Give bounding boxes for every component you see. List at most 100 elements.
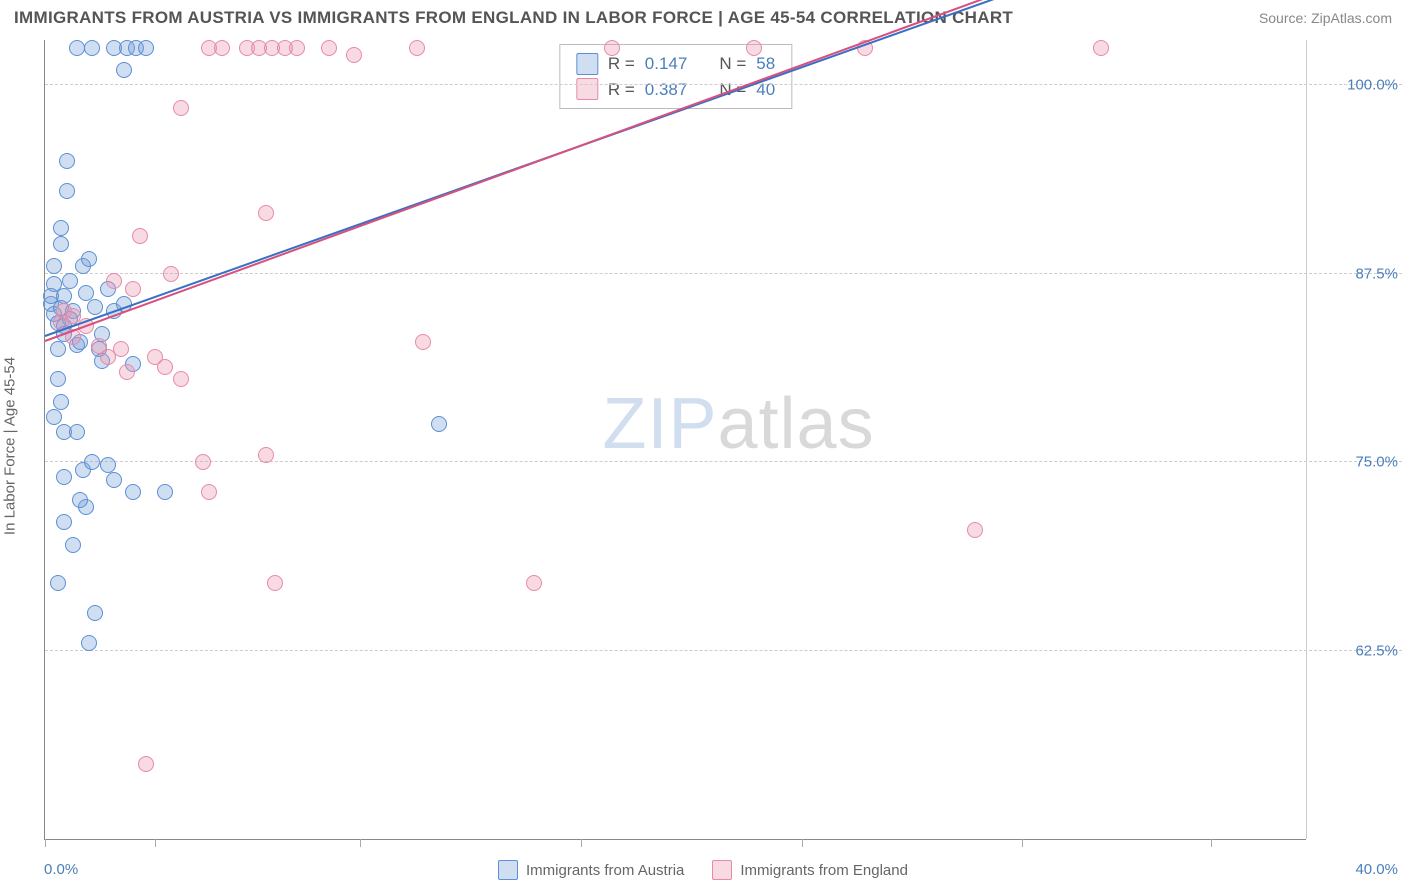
scatter-point [125, 484, 141, 500]
series-swatch [576, 78, 598, 100]
gridline-horizontal [45, 461, 1402, 462]
scatter-point [201, 484, 217, 500]
scatter-point [431, 416, 447, 432]
scatter-point [81, 635, 97, 651]
y-tick-label: 62.5% [1314, 642, 1398, 659]
scatter-point [526, 575, 542, 591]
scatter-point [62, 273, 78, 289]
chart-title: IMMIGRANTS FROM AUSTRIA VS IMMIGRANTS FR… [14, 8, 1013, 28]
scatter-point [69, 424, 85, 440]
scatter-point [56, 288, 72, 304]
scatter-point [50, 575, 66, 591]
scatter-point [87, 605, 103, 621]
scatter-point [100, 457, 116, 473]
watermark-part1: ZIP [602, 384, 717, 464]
scatter-point [258, 447, 274, 463]
scatter-point [106, 273, 122, 289]
scatter-point [289, 40, 305, 56]
scatter-point [50, 371, 66, 387]
x-tick [1211, 839, 1212, 847]
watermark-part2: atlas [718, 384, 875, 464]
scatter-point [46, 258, 62, 274]
scatter-point [125, 281, 141, 297]
gridline-horizontal [45, 650, 1402, 651]
scatter-point [214, 40, 230, 56]
scatter-point [65, 537, 81, 553]
scatter-point [173, 100, 189, 116]
scatter-point [346, 47, 362, 63]
scatter-point [84, 40, 100, 56]
stat-r-value: 0.147 [645, 51, 688, 77]
scatter-point [53, 220, 69, 236]
scatter-point [604, 40, 620, 56]
scatter-point [195, 454, 211, 470]
scatter-point [59, 153, 75, 169]
scatter-point [258, 205, 274, 221]
stats-row: R = 0.387N = 40 [576, 77, 775, 103]
scatter-plot-area: ZIPatlas R = 0.147N = 58R = 0.387N = 40 … [44, 40, 1306, 840]
scatter-point [132, 228, 148, 244]
scatter-point [69, 40, 85, 56]
stat-n-label: N = [719, 51, 746, 77]
scatter-point [91, 338, 107, 354]
x-tick [1022, 839, 1023, 847]
chart-header: IMMIGRANTS FROM AUSTRIA VS IMMIGRANTS FR… [0, 0, 1406, 34]
source-prefix: Source: [1259, 10, 1311, 26]
scatter-point [56, 469, 72, 485]
scatter-point [113, 341, 129, 357]
x-tick [802, 839, 803, 847]
stat-n-value: 58 [756, 51, 775, 77]
scatter-point [65, 308, 81, 324]
x-tick [155, 839, 156, 847]
scatter-point [106, 472, 122, 488]
series-legend: Immigrants from Austria Immigrants from E… [0, 860, 1406, 880]
scatter-point [321, 40, 337, 56]
scatter-point [84, 454, 100, 470]
legend-label: Immigrants from England [740, 862, 908, 879]
stat-r-label: R = [608, 77, 635, 103]
x-tick [45, 839, 46, 847]
scatter-point [157, 359, 173, 375]
y-axis-title: In Labor Force | Age 45-54 [2, 357, 19, 535]
scatter-point [138, 756, 154, 772]
legend-item: Immigrants from Austria [498, 860, 684, 880]
source-attribution: Source: ZipAtlas.com [1259, 10, 1392, 26]
scatter-point [50, 341, 66, 357]
scatter-point [267, 575, 283, 591]
series-swatch [498, 860, 518, 880]
scatter-point [81, 251, 97, 267]
y-tick-label: 75.0% [1314, 454, 1398, 471]
gridline-horizontal [45, 273, 1402, 274]
watermark: ZIPatlas [602, 383, 874, 465]
scatter-point [409, 40, 425, 56]
scatter-point [415, 334, 431, 350]
scatter-point [59, 183, 75, 199]
series-swatch [712, 860, 732, 880]
y-tick-label: 100.0% [1314, 77, 1398, 94]
legend-item: Immigrants from England [712, 860, 908, 880]
scatter-point [138, 40, 154, 56]
stats-row: R = 0.147N = 58 [576, 51, 775, 77]
scatter-point [72, 492, 88, 508]
scatter-point [173, 371, 189, 387]
scatter-point [87, 299, 103, 315]
scatter-point [53, 236, 69, 252]
scatter-point [119, 364, 135, 380]
y-tick-label: 87.5% [1314, 265, 1398, 282]
chart-right-border [1306, 40, 1307, 839]
series-swatch [576, 53, 598, 75]
gridline-horizontal [45, 84, 1402, 85]
scatter-point [163, 266, 179, 282]
scatter-point [46, 409, 62, 425]
x-tick [360, 839, 361, 847]
stat-r-value: 0.387 [645, 77, 688, 103]
x-tick [581, 839, 582, 847]
scatter-point [116, 62, 132, 78]
scatter-point [56, 514, 72, 530]
scatter-point [746, 40, 762, 56]
scatter-point [1093, 40, 1109, 56]
scatter-point [967, 522, 983, 538]
scatter-point [53, 394, 69, 410]
scatter-point [157, 484, 173, 500]
legend-label: Immigrants from Austria [526, 862, 684, 879]
